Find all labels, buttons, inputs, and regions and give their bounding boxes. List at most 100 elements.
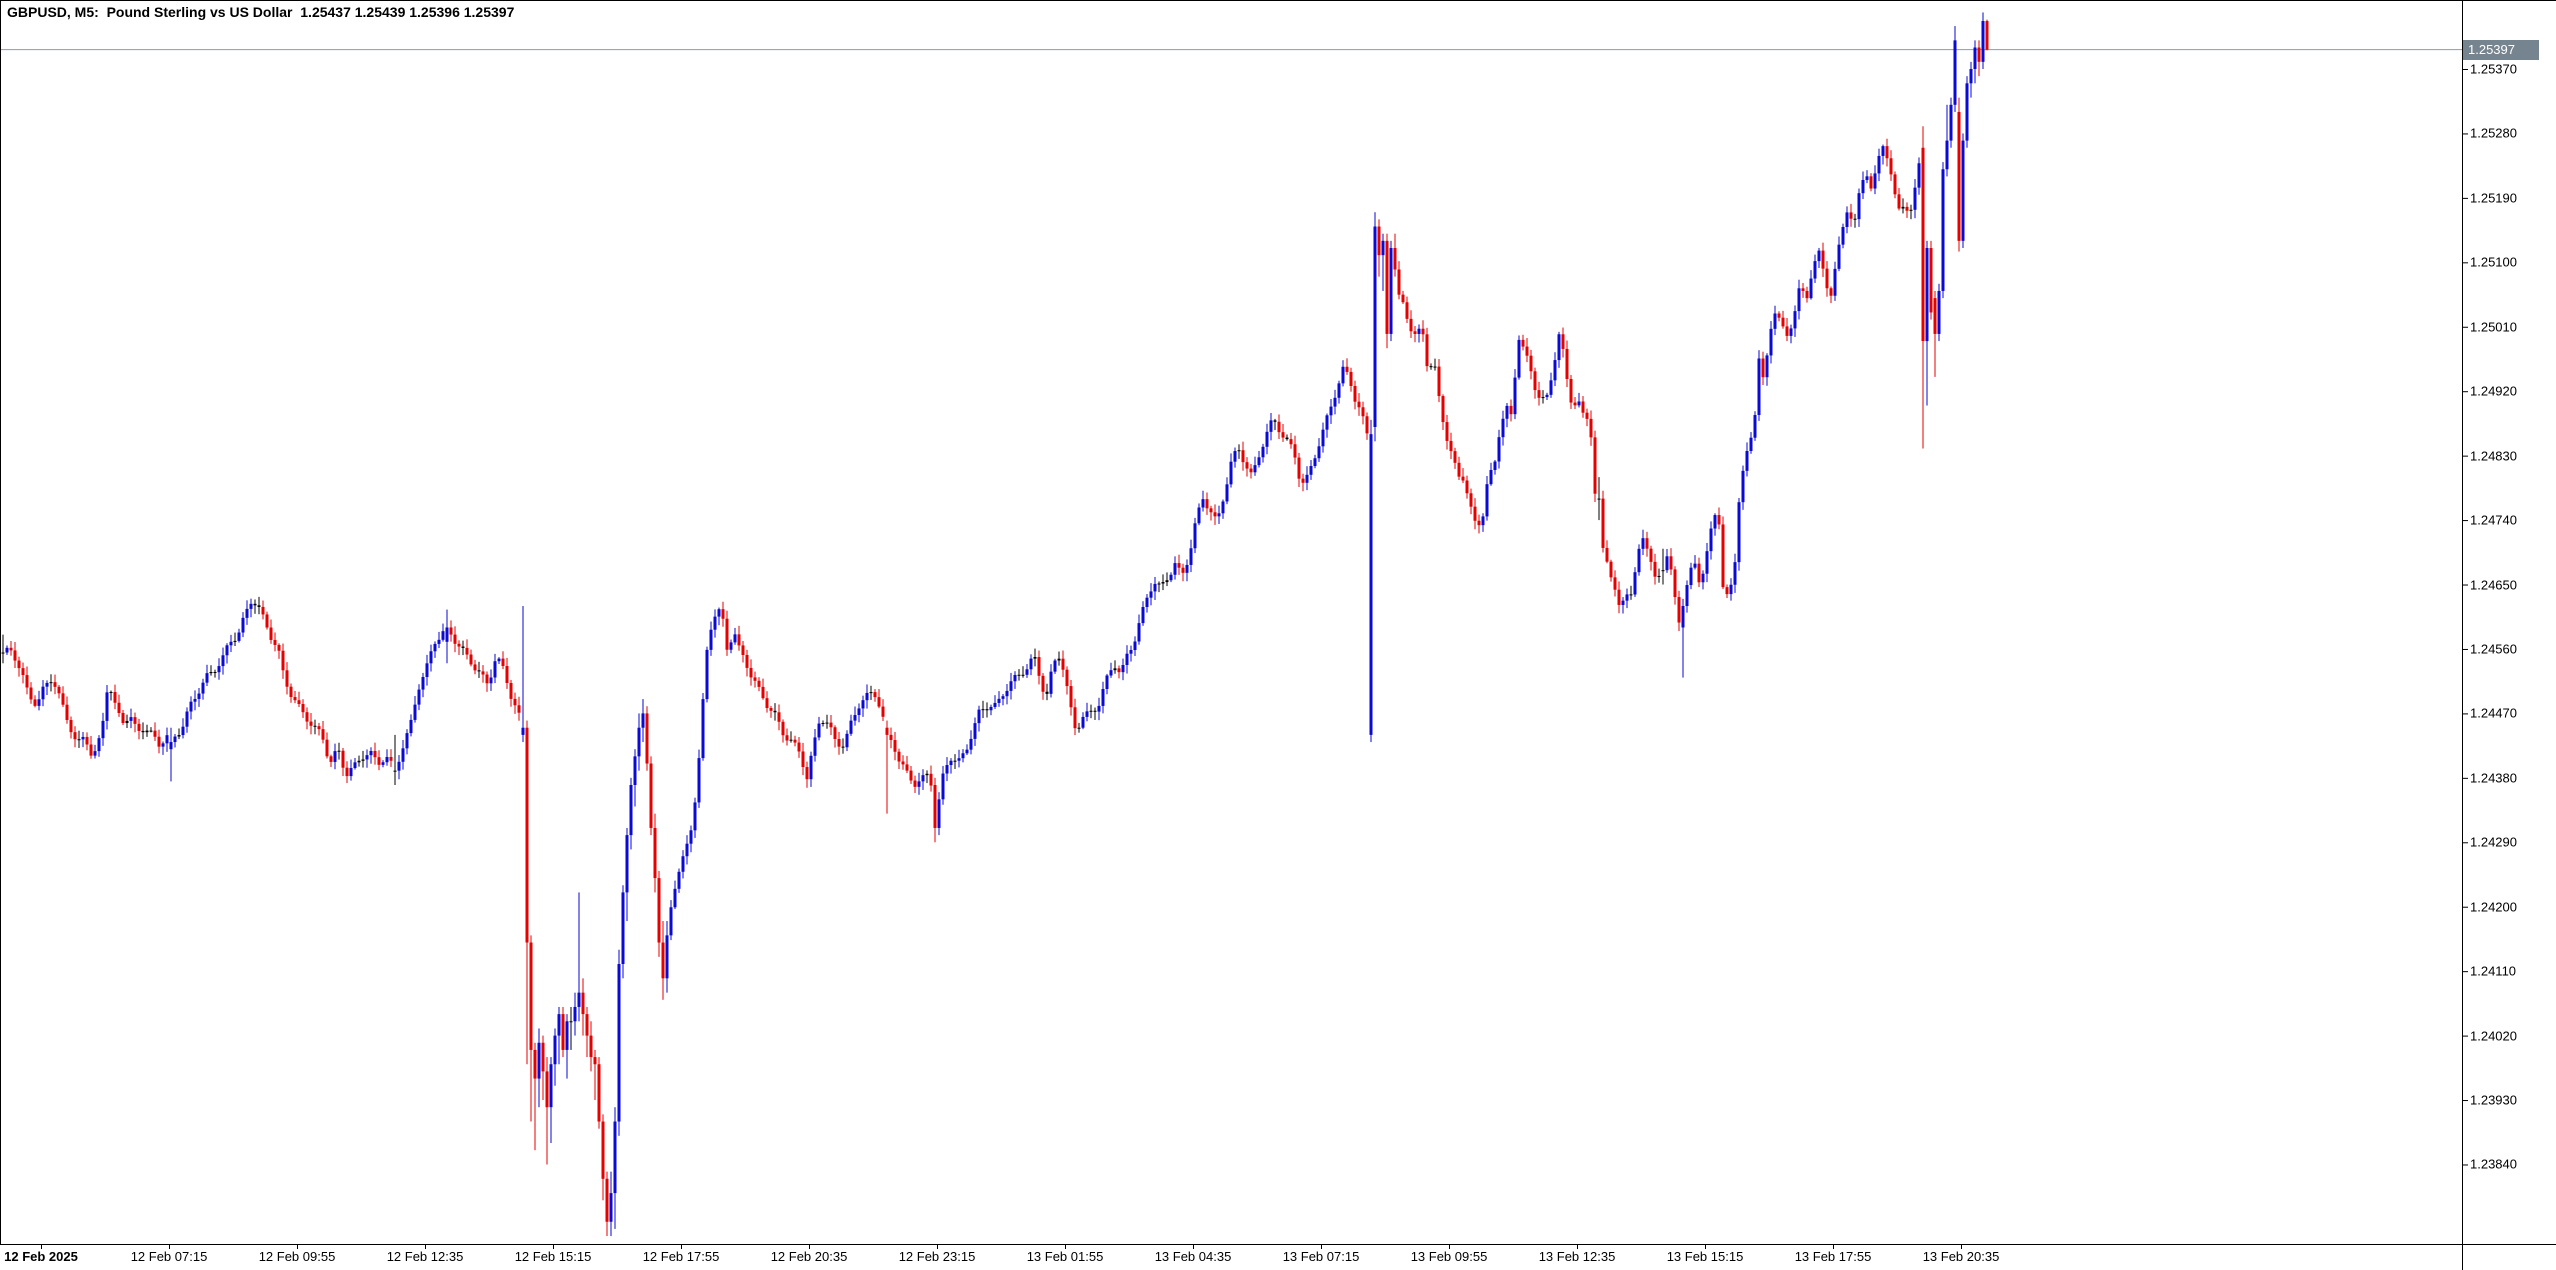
- candle-wick: [1622, 597, 1624, 614]
- candle-body: [1109, 670, 1113, 676]
- candle-body: [1537, 390, 1541, 398]
- candlestick: [925, 770, 929, 784]
- candle-wick: [1414, 326, 1416, 343]
- candle-wick: [578, 892, 580, 1022]
- candlestick: [789, 731, 793, 743]
- candlestick: [1397, 261, 1401, 300]
- candlestick: [1969, 61, 1973, 98]
- candle-wick: [546, 1057, 548, 1165]
- candle-body: [1053, 660, 1057, 672]
- candlestick: [1381, 233, 1385, 291]
- candlestick: [401, 739, 405, 770]
- candlestick: [1881, 144, 1885, 165]
- candle-body: [1353, 385, 1357, 402]
- candle-body: [121, 712, 125, 724]
- candlestick: [1605, 540, 1609, 564]
- candlestick: [397, 755, 401, 780]
- candle-body: [589, 1035, 593, 1058]
- candle-body: [433, 643, 437, 652]
- candlestick: [1077, 722, 1081, 733]
- candle-body: [1813, 261, 1817, 279]
- candle-body: [617, 964, 621, 1122]
- candlestick: [1261, 443, 1265, 463]
- candlestick: [1061, 650, 1065, 678]
- candlestick: [933, 777, 937, 843]
- candle-body: [1533, 371, 1537, 391]
- candle-body: [1717, 515, 1721, 525]
- candle-body: [729, 642, 733, 650]
- candle-body: [905, 764, 909, 771]
- candlestick: [1785, 318, 1789, 342]
- candle-wick: [1346, 358, 1348, 375]
- candlestick: [1181, 563, 1185, 582]
- candle-body: [73, 732, 77, 740]
- candlestick: [285, 662, 289, 695]
- candle-body: [213, 672, 217, 674]
- candlestick: [1225, 477, 1229, 505]
- candlestick: [1889, 150, 1893, 181]
- candlestick: [317, 722, 321, 736]
- candle-body: [453, 634, 457, 644]
- candle-body: [441, 631, 445, 640]
- candle-body: [1385, 240, 1389, 334]
- candlestick: [1961, 133, 1965, 248]
- candle-body: [1589, 418, 1593, 438]
- candle-body: [1757, 358, 1761, 416]
- candlestick: [533, 1042, 537, 1151]
- candle-body: [689, 830, 693, 844]
- candle-body: [1121, 664, 1125, 673]
- candlestick: [937, 792, 941, 836]
- candlestick: [1409, 310, 1413, 338]
- candlestick: [361, 750, 365, 768]
- candle-wick: [1274, 418, 1276, 431]
- candlestick: [677, 868, 681, 893]
- candlestick: [457, 640, 461, 655]
- candlestick: [513, 692, 517, 714]
- candlestick: [1213, 504, 1217, 525]
- candle-body: [565, 1021, 569, 1050]
- candlestick: [593, 1049, 597, 1101]
- candlestick: [681, 850, 685, 879]
- candle-wick: [770, 705, 772, 718]
- candle-body: [117, 702, 121, 713]
- candle-wick: [142, 722, 144, 740]
- candlestick: [509, 679, 513, 707]
- candlestick: [609, 1171, 613, 1237]
- candle-body: [129, 717, 133, 721]
- candlestick: [1725, 584, 1729, 599]
- candle-wick: [994, 695, 996, 709]
- candle-body: [1865, 176, 1869, 181]
- candlestick: [1057, 651, 1061, 666]
- candle-body: [1577, 401, 1581, 406]
- candle-body: [1013, 674, 1017, 682]
- candlestick: [1917, 157, 1921, 195]
- candle-body: [1265, 431, 1269, 447]
- candlestick: [1745, 442, 1749, 477]
- candle-wick: [950, 758, 952, 774]
- candle-body: [1005, 690, 1009, 697]
- candlestick: [1829, 286, 1833, 304]
- candle-body: [289, 686, 293, 698]
- candlestick: [741, 641, 745, 663]
- candlestick: [621, 885, 625, 979]
- candlestick: [745, 649, 749, 677]
- candle-wick: [1658, 568, 1660, 583]
- candlestick: [5, 645, 9, 655]
- candlestick: [297, 691, 301, 708]
- candle-body: [677, 871, 681, 889]
- candle-body: [1493, 461, 1497, 471]
- candle-body: [925, 773, 929, 776]
- candlestick: [405, 729, 409, 755]
- candlestick: [693, 797, 697, 838]
- candlestick: [325, 732, 329, 759]
- candle-body: [181, 726, 185, 736]
- candlestick: [389, 749, 393, 767]
- candle-body: [1669, 556, 1673, 570]
- candle-body: [221, 655, 225, 667]
- candlestick: [429, 644, 433, 672]
- candlestick: [949, 758, 953, 774]
- candle-body: [1613, 577, 1617, 590]
- candlestick: [985, 702, 989, 718]
- candlestick: [1257, 450, 1261, 468]
